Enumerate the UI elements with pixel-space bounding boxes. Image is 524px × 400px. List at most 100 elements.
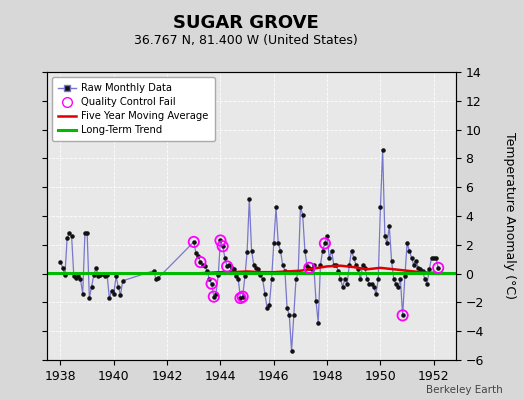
Point [152, 276, 160, 282]
Point [85, 295, 94, 301]
Point [96, 272, 105, 278]
Point [332, 262, 340, 268]
Point [214, 272, 223, 278]
Point [336, 276, 345, 282]
Point [301, 247, 309, 254]
Point [314, 319, 322, 326]
Point [274, 240, 282, 246]
Point [281, 268, 289, 274]
Point [203, 268, 211, 274]
Point [419, 268, 427, 274]
Point [267, 276, 276, 282]
Point [190, 239, 198, 245]
Text: Berkeley Earth: Berkeley Earth [427, 385, 503, 395]
Point [287, 348, 296, 354]
Point [428, 254, 436, 261]
Point [199, 262, 207, 268]
Point [72, 275, 80, 281]
Point [238, 294, 247, 300]
Point [383, 240, 391, 246]
Point [421, 276, 429, 282]
Point [363, 276, 372, 282]
Point [208, 280, 216, 287]
Point [367, 280, 376, 287]
Legend: Raw Monthly Data, Quality Control Fail, Five Year Moving Average, Long-Term Tren: Raw Monthly Data, Quality Control Fail, … [52, 77, 214, 141]
Point [83, 230, 91, 236]
Point [236, 295, 245, 301]
Point [210, 294, 218, 300]
Point [110, 290, 118, 297]
Point [258, 276, 267, 282]
Point [92, 265, 100, 271]
Point [299, 211, 307, 218]
Point [56, 259, 64, 265]
Point [308, 266, 316, 272]
Point [223, 263, 231, 270]
Point [205, 276, 214, 282]
Point [381, 233, 389, 239]
Point [283, 305, 291, 311]
Point [369, 283, 378, 290]
Point [416, 266, 424, 272]
Point [398, 312, 407, 318]
Point [389, 276, 398, 282]
Point [196, 259, 205, 265]
Point [118, 278, 127, 284]
Point [219, 243, 227, 250]
Point [294, 269, 302, 275]
Point [101, 273, 109, 280]
Point [392, 280, 400, 287]
Point [345, 262, 354, 268]
Point [425, 266, 433, 272]
Point [330, 262, 338, 268]
Point [321, 240, 329, 246]
Point [305, 265, 313, 271]
Point [334, 268, 342, 274]
Point [325, 254, 333, 261]
Point [74, 273, 82, 280]
Point [219, 243, 227, 250]
Point [88, 283, 96, 290]
Point [356, 276, 365, 282]
Point [358, 262, 367, 268]
Point [216, 237, 225, 244]
Point [261, 290, 269, 297]
Point [376, 204, 385, 210]
Point [323, 233, 331, 239]
Point [432, 254, 440, 261]
Text: 36.767 N, 81.400 W (United States): 36.767 N, 81.400 W (United States) [134, 34, 358, 47]
Point [241, 273, 249, 280]
Point [254, 266, 263, 272]
Point [79, 290, 87, 297]
Point [221, 254, 229, 261]
Point [234, 276, 243, 282]
Point [412, 258, 420, 264]
Point [223, 263, 231, 270]
Point [245, 196, 254, 202]
Point [352, 262, 360, 268]
Point [230, 266, 238, 272]
Point [354, 266, 363, 272]
Point [112, 273, 120, 280]
Point [256, 272, 265, 278]
Point [265, 302, 274, 308]
Point [77, 276, 85, 282]
Point [350, 254, 358, 261]
Point [99, 270, 107, 277]
Point [303, 263, 311, 270]
Point [272, 204, 280, 210]
Point [319, 247, 327, 254]
Point [278, 262, 287, 268]
Point [68, 233, 76, 239]
Point [423, 280, 431, 287]
Point [347, 247, 356, 254]
Point [378, 146, 387, 153]
Point [192, 250, 200, 257]
Point [407, 254, 416, 261]
Point [59, 265, 67, 271]
Point [394, 283, 402, 290]
Point [105, 295, 114, 301]
Point [227, 265, 236, 271]
Point [81, 230, 89, 236]
Point [70, 273, 78, 280]
